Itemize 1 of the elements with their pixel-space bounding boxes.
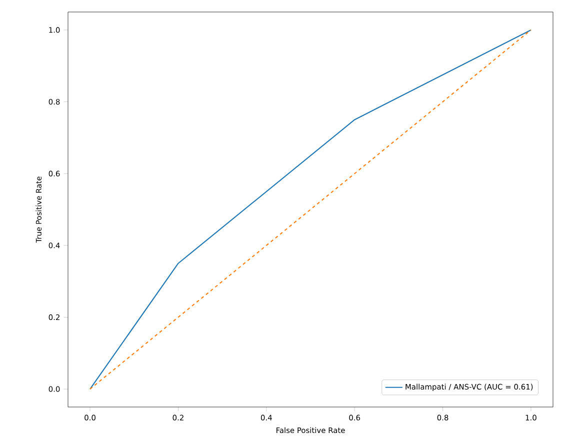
line-series — [89, 29, 532, 390]
